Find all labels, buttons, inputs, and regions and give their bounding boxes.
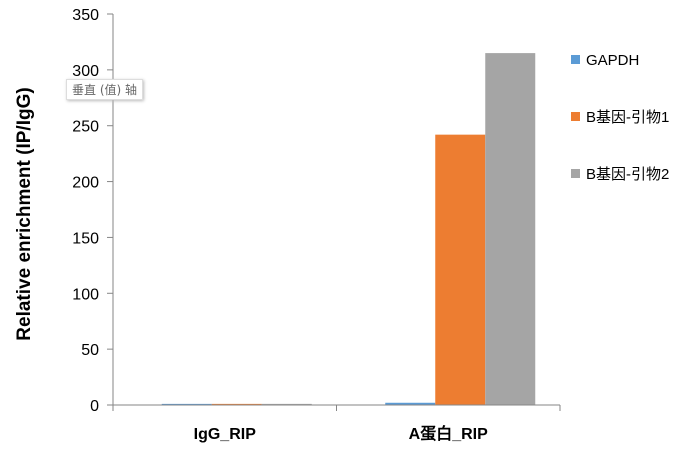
legend-label: B基因-引物2 [586,166,669,183]
y-axis-title: Relative enrichment (IP/IgG) [14,87,35,340]
y-tick-label: 100 [72,286,99,303]
bar-2-1 [485,53,536,405]
bar-1-1 [435,134,486,405]
axis-tooltip: 垂直 (值) 轴 [66,79,143,100]
y-tick-label: 150 [72,230,99,247]
y-tick-label: 50 [81,342,99,359]
bar-2-0 [261,403,312,405]
bar-0-0 [161,403,212,405]
legend-marker [571,169,580,178]
legend-label: B基因-引物1 [586,109,669,126]
x-category-label: A蛋白_RIP [409,424,488,443]
legend-label: GAPDH [586,52,639,69]
y-tick-label: 300 [72,63,99,80]
y-tick-label: 250 [72,119,99,136]
y-tick-label: 0 [90,398,99,415]
x-category-label: IgG_RIP [194,426,257,443]
y-tick-label: 350 [72,7,99,24]
bar-0-1 [385,402,436,405]
bar-1-0 [211,403,262,405]
y-tick-label: 200 [72,175,99,192]
legend-marker [571,112,580,121]
legend-marker [571,55,580,64]
